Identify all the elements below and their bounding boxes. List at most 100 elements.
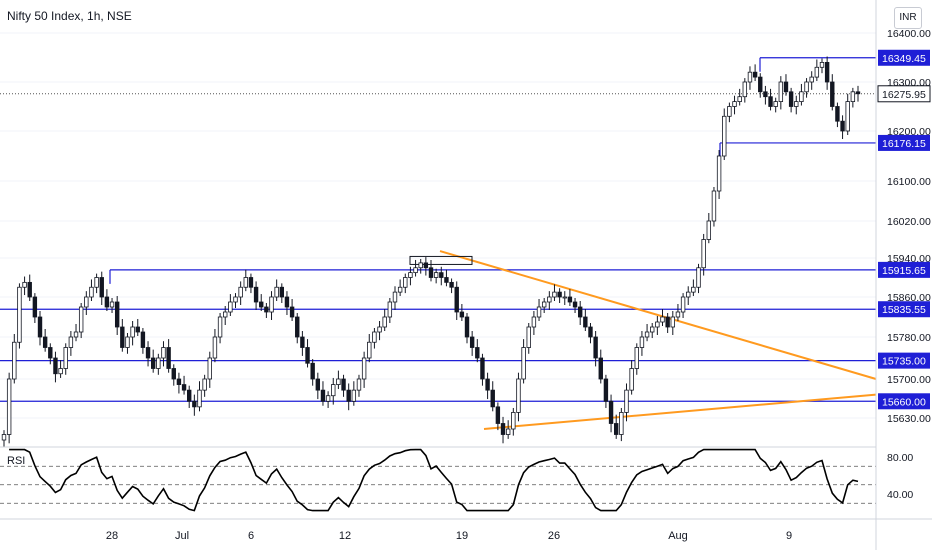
candle-body xyxy=(130,326,135,338)
candle-body xyxy=(830,81,835,107)
candle-body xyxy=(367,341,372,359)
candle-body xyxy=(12,341,17,380)
candle-body xyxy=(228,301,233,313)
candle-body xyxy=(490,389,495,408)
candle-body xyxy=(547,296,552,303)
level-label: 16349.45 xyxy=(882,53,926,65)
candle-body xyxy=(238,286,243,298)
candle-body xyxy=(140,331,146,348)
candle-body xyxy=(187,389,192,402)
x-tick-label: Aug xyxy=(668,530,688,542)
candle-body xyxy=(264,306,269,313)
candle-body xyxy=(691,286,696,293)
candle-body xyxy=(32,296,38,318)
candle-body xyxy=(289,306,295,318)
rsi-panel xyxy=(0,446,876,512)
candle-body xyxy=(315,378,321,391)
candle-body xyxy=(845,101,850,132)
y-tick-label: 15780.00 xyxy=(887,332,931,344)
candle-body xyxy=(686,291,691,298)
candle-body xyxy=(737,96,742,102)
candle-body xyxy=(22,281,27,288)
candle-body xyxy=(68,336,74,348)
candle-body xyxy=(320,389,326,402)
candle-body xyxy=(279,286,285,298)
x-tick-label: 9 xyxy=(786,530,792,542)
candle-body xyxy=(593,336,598,359)
y-tick-label: 15630.00 xyxy=(887,413,931,425)
y-tick-label: 15700.00 xyxy=(887,374,931,386)
candle-body xyxy=(259,301,264,308)
candle-body xyxy=(300,336,305,348)
level-label-bg xyxy=(878,393,930,410)
level-label-bg xyxy=(878,261,930,278)
last-price-label: 16275.95 xyxy=(882,89,926,101)
candle-body xyxy=(716,155,722,192)
rsi-label: RSI xyxy=(7,455,26,467)
candle-body xyxy=(485,378,490,391)
candle-body xyxy=(408,272,413,278)
rsi-tick-label: 40.00 xyxy=(887,489,913,501)
candle-body xyxy=(217,316,223,338)
candle-body xyxy=(84,296,89,308)
candle-body xyxy=(361,357,367,380)
candle-body xyxy=(794,101,799,107)
candle-body xyxy=(495,406,501,424)
candle-body xyxy=(634,347,639,369)
candle-body xyxy=(562,296,567,299)
candle-body xyxy=(598,357,603,380)
candle-body xyxy=(156,357,161,369)
candle-body xyxy=(125,336,130,348)
candle-body xyxy=(150,357,156,369)
candle-body xyxy=(521,347,526,380)
candle-body xyxy=(197,389,202,408)
candle-body xyxy=(161,347,166,359)
candle-body xyxy=(42,336,48,348)
candle-body xyxy=(166,347,171,369)
candle-body xyxy=(768,96,773,107)
candle-body xyxy=(505,428,511,435)
range-box xyxy=(409,255,473,265)
candle-body xyxy=(624,389,629,413)
candle-body xyxy=(531,316,537,328)
candle-body xyxy=(475,347,480,359)
candle-body xyxy=(464,316,470,338)
candle-body xyxy=(567,296,573,303)
level-label-bg xyxy=(878,134,930,151)
candle-body xyxy=(577,306,583,318)
level-label-bg xyxy=(878,49,930,66)
candle-body xyxy=(233,296,238,303)
candle-body xyxy=(855,91,861,95)
candle-body xyxy=(109,301,115,308)
level-label-bg xyxy=(878,301,930,318)
candle-body xyxy=(135,326,140,333)
level-label: 16176.15 xyxy=(882,138,926,150)
chart-title: Nifty 50 Index, 1h, NSE xyxy=(7,9,132,23)
candle-body xyxy=(742,81,748,98)
candle-body xyxy=(583,316,588,328)
candle-body xyxy=(48,347,53,359)
x-tick-label: 12 xyxy=(339,530,351,542)
level-label: 15660.00 xyxy=(882,396,926,408)
candle-body xyxy=(454,286,459,313)
candle-body xyxy=(655,321,660,328)
level-label: 15735.00 xyxy=(882,356,926,368)
candle-body xyxy=(680,296,686,313)
x-tick-label: Jul xyxy=(175,530,189,542)
candle-body xyxy=(459,311,465,318)
candle-body xyxy=(6,378,12,435)
candle-body xyxy=(356,378,362,391)
price-axis: 16400.0016300.0016200.0016100.0016020.00… xyxy=(875,0,931,550)
candle-body xyxy=(727,106,732,117)
candle-body xyxy=(516,378,521,413)
candle-body xyxy=(78,306,84,333)
candle-body xyxy=(660,316,665,323)
candle-body xyxy=(403,277,408,288)
currency-button[interactable]: INR xyxy=(894,7,922,29)
candle-body xyxy=(73,331,79,338)
candle-body xyxy=(17,286,22,343)
candle-body xyxy=(104,296,110,308)
x-tick-label: 6 xyxy=(248,530,254,542)
candle-body xyxy=(670,316,675,328)
